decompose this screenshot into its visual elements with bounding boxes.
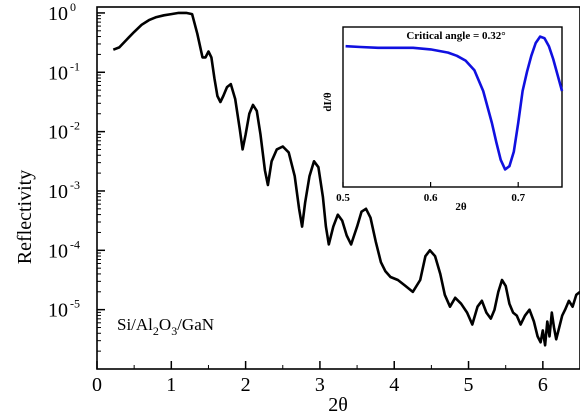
inset-y-axis-title: dI/θ — [322, 92, 334, 111]
y-tick-label: 10 -4 — [48, 237, 80, 262]
x-tick-label: 2 — [241, 374, 251, 396]
sample-label-part1: Si/Al — [117, 315, 153, 334]
inset-x-axis: 0.5 0.6 0.7 — [336, 182, 526, 204]
x-tick-label: 4 — [389, 374, 399, 396]
x-tick-label: 3 — [315, 374, 325, 396]
y-tick-label: 10 -2 — [48, 119, 80, 144]
x-tick-label: 1 — [166, 374, 176, 396]
inset-derivative-curve — [345, 35, 564, 171]
sample-label-part2: O — [159, 315, 171, 334]
inset-plot: Critical angle = 0.32° dI/θ 2θ 0.5 0.6 0.7 — [322, 26, 564, 213]
y-tick-label: 10 -3 — [48, 178, 80, 203]
main-x-axis-title: 2θ — [328, 394, 348, 416]
main-plot-frame — [96, 6, 580, 370]
x-tick-label: 0 — [92, 374, 102, 396]
inset-title: Critical angle = 0.32° — [406, 30, 505, 42]
y-tick-label: 10 -5 — [48, 297, 80, 322]
inset-x-tick-label: 0.7 — [511, 192, 525, 204]
inset-x-tick-label: 0.6 — [424, 192, 438, 204]
sample-label-sub2: 3 — [171, 324, 177, 338]
inset-x-tick-label: 0.5 — [336, 192, 350, 204]
x-tick-label: 6 — [538, 374, 548, 396]
y-tick-label: 10 0 — [48, 0, 76, 25]
y-tick-label: 10 -1 — [48, 59, 80, 84]
sample-label-sub1: 2 — [153, 324, 159, 338]
sample-label: Si/Al2O3/GaN — [117, 315, 214, 338]
inset-plot-frame — [342, 26, 563, 188]
x-tick-label: 5 — [464, 374, 474, 396]
main-y-axis-title: Reflectivity — [14, 170, 36, 264]
inset-x-axis-title: 2θ — [455, 201, 467, 213]
sample-label-part3: /GaN — [177, 315, 214, 334]
main-x-axis: 0 1 2 3 4 5 6 — [92, 361, 548, 396]
main-reflectivity-curve — [112, 11, 580, 347]
